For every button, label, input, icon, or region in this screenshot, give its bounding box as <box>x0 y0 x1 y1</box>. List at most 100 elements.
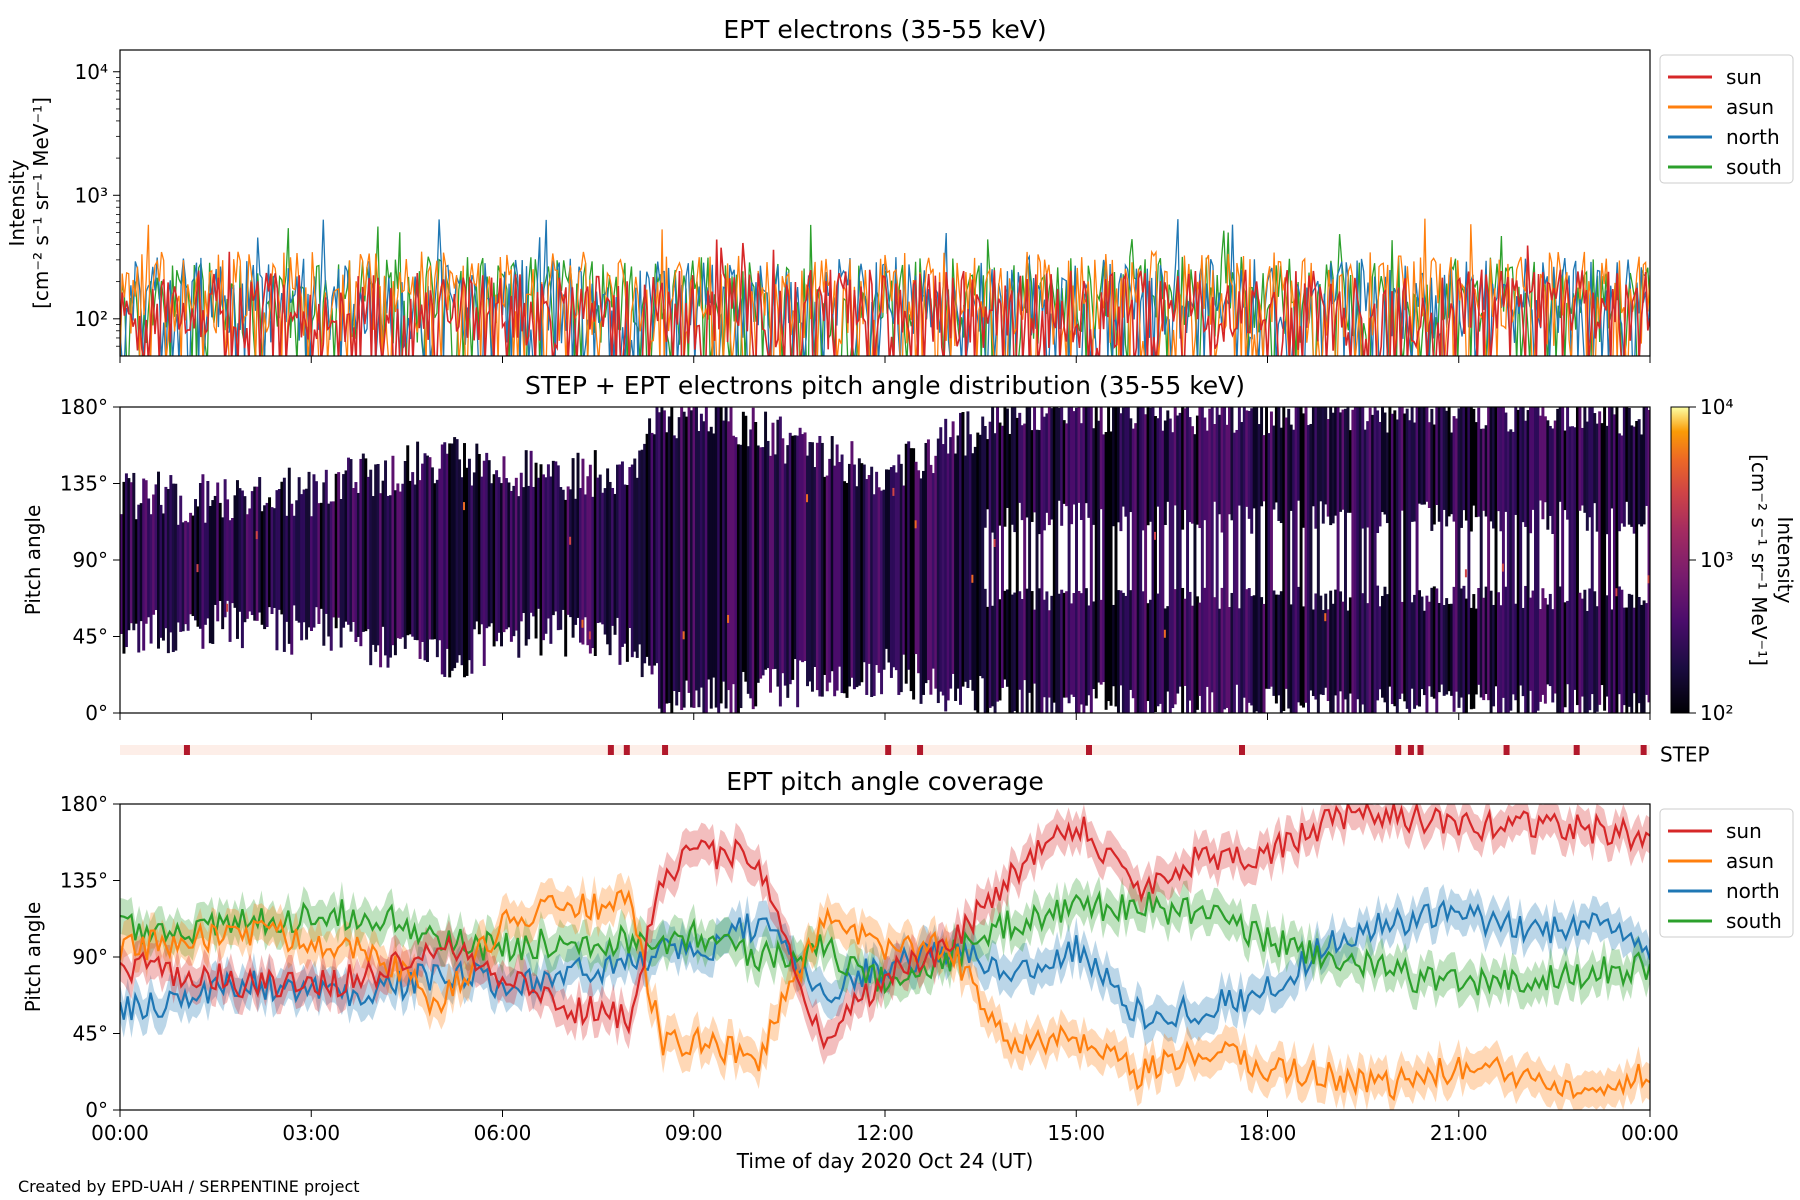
pad-heat-cell <box>1442 407 1446 510</box>
pad-heat-cell <box>1339 591 1343 692</box>
pad-heat-cell <box>300 494 304 641</box>
pad-heat-cell <box>1163 608 1167 713</box>
pad-heat-cell <box>1153 416 1157 713</box>
legend-label-sun: sun <box>1726 819 1762 843</box>
pad-heat-cell <box>1440 407 1444 685</box>
pad-heat-cell <box>1588 407 1592 518</box>
pad-ytick-label: 90° <box>73 548 108 572</box>
pad-heat-cell <box>1573 427 1577 690</box>
pad-heat-cell <box>137 504 141 653</box>
pad-heat-cell <box>509 490 513 642</box>
pad-heat-cell <box>166 489 170 654</box>
pad-heat-cell <box>492 474 496 647</box>
pad-heat-hot <box>1464 569 1467 578</box>
pad-heat-cell <box>1302 606 1306 708</box>
coverage-band-sun <box>120 804 1650 1065</box>
pad-heat-cell <box>514 477 518 631</box>
pad-heat-cell <box>606 468 610 645</box>
pad-heat-cell <box>818 435 822 697</box>
pad-heat-cell <box>139 503 143 622</box>
pad-heat-cell <box>1642 407 1646 525</box>
coverage-band-north <box>120 884 1650 1046</box>
pad-heat-cell <box>430 467 434 640</box>
pad-heat-cell <box>1497 592 1500 713</box>
pad-heat-cell <box>1257 424 1261 713</box>
pad-heat-cell <box>1272 590 1276 696</box>
pad-heat-cell <box>1035 429 1039 713</box>
pad-heat-cell <box>1583 589 1587 713</box>
pad-heat-cell <box>1403 413 1407 702</box>
colorbar-label-line1: Intensity <box>1773 516 1797 603</box>
pad-heat-cell <box>211 500 215 644</box>
pad-heat-cell <box>1220 587 1224 713</box>
pad-heat-cell <box>603 488 607 635</box>
pad-heat-cell <box>465 467 469 676</box>
pad-heat-cell <box>1625 607 1629 713</box>
pad-heat-cell <box>988 421 992 708</box>
pad-heat-cell <box>519 472 523 622</box>
pad-heat-cell <box>944 418 948 712</box>
pad-heat-cell <box>872 494 876 696</box>
pad-heat-cell <box>815 442 819 691</box>
pad-heat-cell <box>401 483 405 638</box>
pad-heat-cell <box>1376 410 1380 534</box>
pad-heat-cell <box>1526 410 1530 713</box>
pad-heat-cell <box>697 431 701 708</box>
pad-heat-cell <box>1262 435 1266 502</box>
pad-heat-cell <box>359 458 363 647</box>
pad-heat-cell <box>769 455 772 693</box>
pad-heat-cell <box>1435 588 1439 713</box>
coverage-series-group <box>120 804 1650 1110</box>
pad-heat-cell <box>833 465 837 697</box>
pad-heat-cell <box>1464 598 1468 713</box>
pad-heat-cell <box>319 502 323 609</box>
pad-heat-cell <box>1107 407 1111 702</box>
pad-heat-cell <box>1215 407 1219 713</box>
pad-heat-cell <box>576 452 580 618</box>
pad-heat-cell <box>1245 589 1249 713</box>
pad-ytick-label: 45° <box>73 625 108 649</box>
coverage-ylabel: Pitch angle <box>21 902 45 1013</box>
pad-heat-cell <box>754 421 758 707</box>
x-axis-label: Time of day 2020 Oct 24 (UT) <box>736 1149 1034 1173</box>
pad-heat-cell <box>1422 407 1426 505</box>
pad-heat-cell <box>991 605 995 707</box>
pad-heat-hot <box>255 531 258 540</box>
pad-heat-cell <box>662 410 666 713</box>
pad-heat-cell <box>527 485 531 640</box>
pad-heat-cell <box>445 453 449 649</box>
pad-heat-cell <box>1538 415 1542 501</box>
pad-heat-cell <box>808 442 812 682</box>
pad-heat-cell <box>709 426 713 709</box>
pad-heat-cell <box>1366 421 1370 528</box>
pad-heat-cell <box>1141 407 1145 531</box>
pad-heat-cell <box>174 483 178 651</box>
pad-heat-cell <box>917 470 921 674</box>
pad-heat-cell <box>1452 586 1456 712</box>
pad-heat-cell <box>1186 407 1190 713</box>
pad-heat-cell <box>835 444 839 691</box>
pad-heat-cell <box>1149 407 1153 522</box>
pad-heat-cell <box>1571 426 1574 713</box>
pad-heat-cell <box>963 455 967 682</box>
pad-heat-cell <box>260 511 264 625</box>
pad-heat-cell <box>1598 411 1602 705</box>
pad-heat-cell <box>551 460 555 616</box>
pad-heat-cell <box>1568 426 1572 713</box>
pad-heat-cell <box>1277 407 1281 521</box>
pad-heat-cell <box>998 422 1002 526</box>
pad-heat-cell <box>1551 428 1555 534</box>
pad-heat-cell <box>1237 407 1241 506</box>
pad-heat-cell <box>1469 607 1473 710</box>
pad-heat-cell <box>620 461 624 647</box>
pad-heat-cell <box>941 444 945 696</box>
pad-heat-cell <box>1193 434 1197 713</box>
pad-heat-cell <box>1188 591 1192 701</box>
pad-heat-hot <box>1153 531 1156 540</box>
step-band <box>120 745 1650 755</box>
coverage-ytick-label: 0° <box>85 1098 108 1122</box>
pad-heat-cell <box>1445 410 1449 527</box>
pad-heat-cell <box>1575 407 1579 706</box>
pad-heat-cell <box>235 480 239 639</box>
pad-heat-cell <box>951 421 955 674</box>
